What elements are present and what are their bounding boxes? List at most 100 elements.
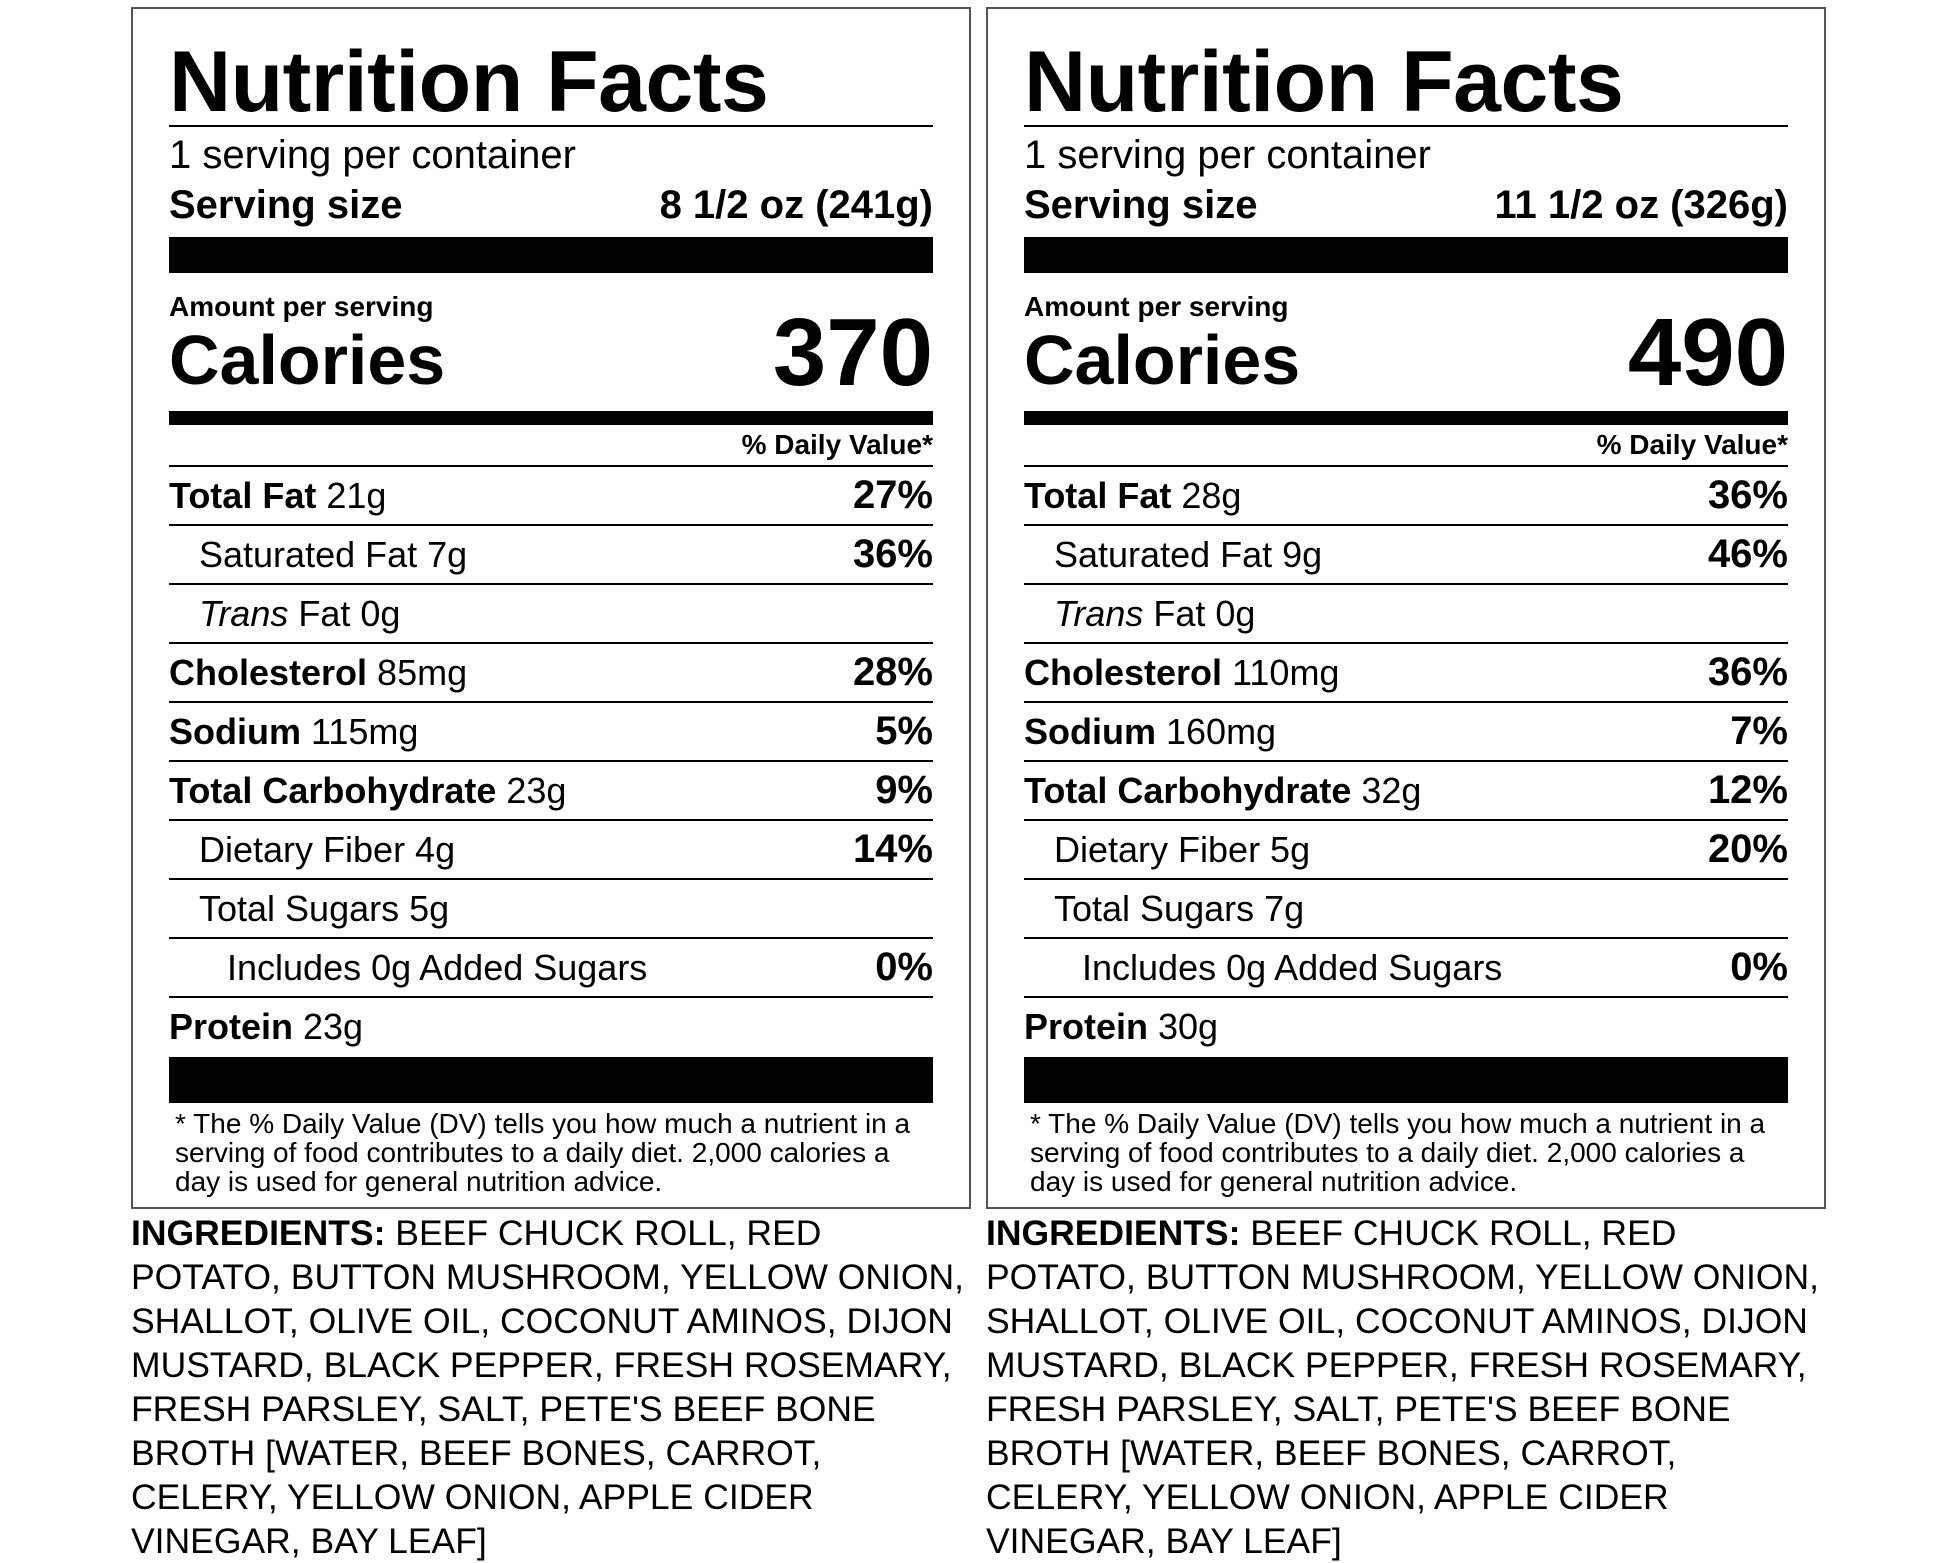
nutrient-name: Sodium — [169, 710, 301, 752]
nutrient-row-total-carbohydrate: Total Carbohydrate 23g 9% — [169, 762, 933, 821]
amount-per-serving: Amount per serving — [1024, 291, 1289, 322]
nutrient-amount: Fat 0g — [1143, 592, 1256, 634]
thick-divider — [169, 237, 933, 273]
nutrient-row-dietary-fiber: Dietary Fiber 4g 14% — [169, 821, 933, 880]
ingredients-list: INGREDIENTS: BEEF CHUCK ROLL, RED POTATO… — [986, 1209, 1826, 1563]
nutrient-percent: 5% — [875, 709, 933, 753]
label-title: Nutrition Facts — [169, 34, 769, 130]
nutrient-percent: 0% — [1730, 945, 1788, 989]
nutrient-row-protein: Protein 30g — [1024, 998, 1788, 1055]
nutrient-name: Protein — [169, 1005, 294, 1047]
nutrition-panel-right: Nutrition Facts 1 serving per container … — [986, 7, 1826, 1563]
nutrient-name: Dietary Fiber 5g — [1054, 828, 1311, 870]
daily-value-footnote: * The % Daily Value (DV) tells you how m… — [175, 1108, 911, 1197]
serving-size-value: 11 1/2 oz (326g) — [1494, 183, 1788, 227]
nutrient-row-sodium: Sodium 160mg 7% — [1024, 703, 1788, 762]
nutrient-name-italic: Trans — [199, 592, 289, 634]
ingredients-text: BEEF CHUCK ROLL, RED POTATO, BUTTON MUSH… — [986, 1213, 1820, 1561]
nutrient-name: Saturated Fat 9g — [1054, 533, 1323, 575]
nutrient-rows: Total Fat 21g 27% Saturated Fat 7g 36% T… — [169, 467, 933, 1055]
calories-value: 370 — [772, 299, 933, 406]
daily-value-footnote: * The % Daily Value (DV) tells you how m… — [1030, 1108, 1766, 1197]
nutrient-row-dietary-fiber: Dietary Fiber 5g 20% — [1024, 821, 1788, 880]
serving-size-value: 8 1/2 oz (241g) — [659, 183, 933, 227]
nutrient-amount: 160mg — [1156, 710, 1277, 752]
servings-per-container: 1 serving per container — [169, 133, 576, 177]
nutrient-percent: 12% — [1707, 768, 1788, 812]
serving-size-row: Serving size 8 1/2 oz (241g) — [169, 185, 933, 225]
nutrient-percent: 46% — [1707, 532, 1788, 576]
bottom-thick-divider — [169, 1057, 933, 1103]
nutrient-row-added-sugars: Includes 0g Added Sugars 0% — [1024, 939, 1788, 998]
nutrient-amount: 23g — [293, 1005, 364, 1047]
ingredients-list: INGREDIENTS: BEEF CHUCK ROLL, RED POTATO… — [131, 1209, 971, 1563]
medium-divider — [169, 411, 933, 425]
daily-value-header: % Daily Value* — [1024, 425, 1788, 467]
nutrient-amount: 30g — [1148, 1005, 1219, 1047]
nutrient-percent: 27% — [852, 473, 933, 517]
nutrition-facts-label: Nutrition Facts 1 serving per container … — [131, 7, 971, 1209]
nutrient-row-total-fat: Total Fat 28g 36% — [1024, 467, 1788, 526]
nutrient-amount: 28g — [1171, 474, 1242, 516]
nutrient-row-total-carbohydrate: Total Carbohydrate 32g 12% — [1024, 762, 1788, 821]
servings-per-container: 1 serving per container — [1024, 133, 1431, 177]
nutrition-facts-label: Nutrition Facts 1 serving per container … — [986, 7, 1826, 1209]
nutrient-percent: 7% — [1730, 709, 1788, 753]
thick-divider — [1024, 237, 1788, 273]
nutrient-amount: 85mg — [367, 651, 468, 693]
bottom-thick-divider — [1024, 1057, 1788, 1103]
serving-size-row: Serving size 11 1/2 oz (326g) — [1024, 185, 1788, 225]
nutrient-amount: 23g — [496, 769, 567, 811]
nutrient-row-trans-fat: Trans Fat 0g — [169, 585, 933, 644]
nutrient-amount: 21g — [316, 474, 387, 516]
nutrient-row-sodium: Sodium 115mg 5% — [169, 703, 933, 762]
label-title: Nutrition Facts — [1024, 34, 1624, 130]
nutrient-name: Saturated Fat 7g — [199, 533, 468, 575]
nutrient-percent: 28% — [852, 650, 933, 694]
divider — [169, 125, 933, 127]
nutrient-percent: 14% — [852, 827, 933, 871]
nutrient-name-italic: Trans — [1054, 592, 1144, 634]
nutrient-name: Cholesterol — [1024, 651, 1223, 693]
nutrient-name: Protein — [1024, 1005, 1149, 1047]
medium-divider — [1024, 411, 1788, 425]
calories-row: Calories 370 — [169, 305, 933, 401]
nutrient-name: Total Carbohydrate — [169, 769, 497, 811]
ingredients-heading: INGREDIENTS: — [131, 1213, 386, 1253]
amount-per-serving: Amount per serving — [169, 291, 434, 322]
nutrient-percent: 36% — [1707, 473, 1788, 517]
nutrient-row-total-fat: Total Fat 21g 27% — [169, 467, 933, 526]
ingredients-text: BEEF CHUCK ROLL, RED POTATO, BUTTON MUSH… — [131, 1213, 965, 1561]
serving-size-label: Serving size — [169, 183, 403, 227]
calories-row: Calories 490 — [1024, 305, 1788, 401]
nutrient-row-cholesterol: Cholesterol 85mg 28% — [169, 644, 933, 703]
nutrient-name: Total Fat — [1024, 474, 1172, 516]
nutrient-amount: 110mg — [1222, 651, 1340, 693]
divider — [1024, 125, 1788, 127]
nutrient-name: Total Carbohydrate — [1024, 769, 1352, 811]
nutrient-row-saturated-fat: Saturated Fat 9g 46% — [1024, 526, 1788, 585]
calories-value: 490 — [1627, 299, 1788, 406]
nutrient-percent: 36% — [852, 532, 933, 576]
nutrient-amount: 115mg — [301, 710, 419, 752]
nutrient-percent: 0% — [875, 945, 933, 989]
nutrient-percent: 20% — [1707, 827, 1788, 871]
nutrient-name: Total Sugars 7g — [1054, 887, 1305, 929]
calories-label: Calories — [1024, 321, 1301, 399]
nutrient-name: Sodium — [1024, 710, 1156, 752]
serving-size-label: Serving size — [1024, 183, 1258, 227]
nutrient-row-saturated-fat: Saturated Fat 7g 36% — [169, 526, 933, 585]
nutrient-amount: 32g — [1351, 769, 1422, 811]
ingredients-heading: INGREDIENTS: — [986, 1213, 1241, 1253]
daily-value-header: % Daily Value* — [169, 425, 933, 467]
nutrient-percent: 36% — [1707, 650, 1788, 694]
nutrient-rows: Total Fat 28g 36% Saturated Fat 9g 46% T… — [1024, 467, 1788, 1055]
nutrient-name: Dietary Fiber 4g — [199, 828, 456, 870]
nutrient-row-protein: Protein 23g — [169, 998, 933, 1055]
nutrient-row-added-sugars: Includes 0g Added Sugars 0% — [169, 939, 933, 998]
nutrient-name: Total Fat — [169, 474, 317, 516]
nutrient-name: Includes 0g Added Sugars — [227, 946, 648, 988]
nutrient-row-total-sugars: Total Sugars 7g — [1024, 880, 1788, 939]
calories-label: Calories — [169, 321, 446, 399]
nutrition-panel-left: Nutrition Facts 1 serving per container … — [131, 7, 971, 1563]
